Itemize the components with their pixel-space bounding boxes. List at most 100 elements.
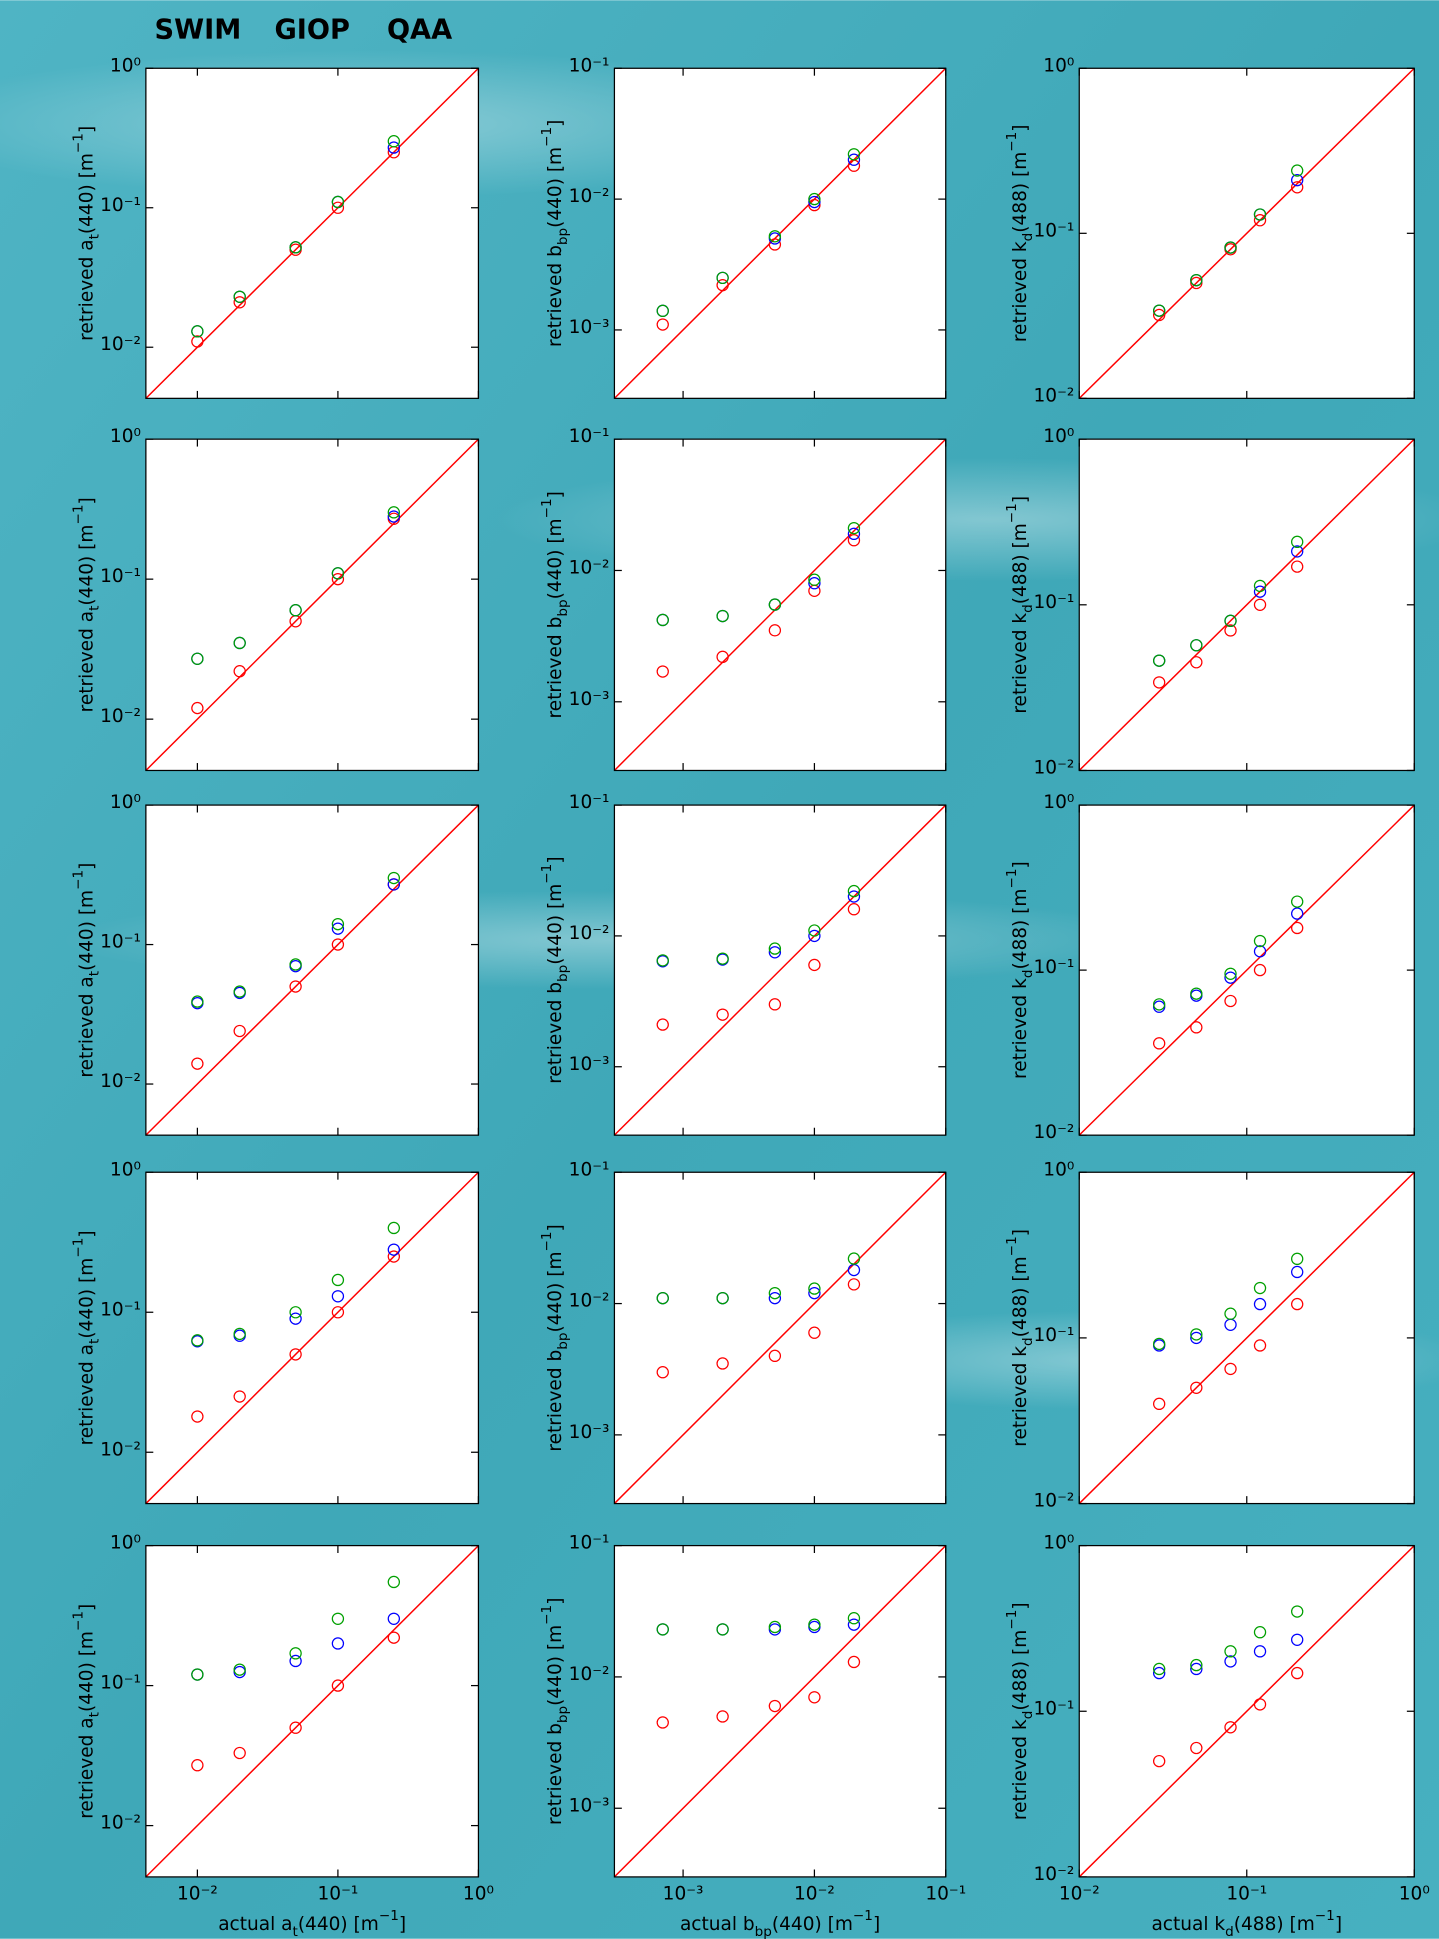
plot-frame	[145, 67, 480, 399]
data-point	[847, 1618, 861, 1631]
data-point	[768, 624, 782, 637]
data-point	[331, 938, 345, 951]
panel: 10⁻³ 10⁻² 10⁻¹	[569, 1159, 947, 1505]
data-point	[387, 878, 401, 891]
data-point	[716, 1291, 729, 1305]
label-part: retrieved a	[76, 1344, 97, 1445]
x-axis-label: actual kd(488) [m−1]	[1151, 1908, 1342, 1939]
x-axis-label: actual at(440) [m−1]	[218, 1908, 406, 1939]
label-part: −1	[1004, 132, 1020, 152]
identity-line	[145, 67, 479, 399]
label-part: d	[1020, 970, 1036, 979]
data-point	[1224, 1645, 1237, 1658]
label-part: (440) [m	[545, 147, 566, 228]
label-part: ]	[76, 863, 97, 870]
data-point	[289, 1312, 302, 1325]
label-part: retrieved k	[1009, 613, 1030, 714]
data-point	[1224, 1362, 1237, 1376]
data-point	[1253, 1297, 1267, 1311]
data-point	[768, 598, 782, 611]
x-tick-label: 10⁻²	[177, 1884, 218, 1905]
label-part: −1	[539, 1605, 555, 1625]
y-tick-label: 10⁻¹	[1034, 1325, 1075, 1346]
data-point	[847, 884, 861, 898]
data-point	[656, 1623, 669, 1636]
label-part: −1	[539, 127, 555, 147]
x-axis-label: actual bbp(440) [m−1]	[680, 1908, 880, 1939]
data-point	[656, 304, 669, 318]
data-point	[289, 1721, 302, 1734]
data-point	[656, 1716, 669, 1729]
y-tick-label: 10⁻¹	[569, 426, 610, 447]
y-tick-label: 10⁻¹	[100, 932, 141, 953]
data-point	[1190, 639, 1203, 652]
label-part: ]	[76, 497, 97, 504]
y-axis-label: retrieved kd(488) [m−1]	[1004, 496, 1036, 714]
data-point	[847, 148, 861, 161]
y-tick-label: 10⁻¹	[1034, 957, 1075, 978]
data-point	[289, 958, 302, 971]
data-point	[847, 153, 861, 166]
label-part: −1	[379, 1908, 399, 1924]
data-point	[331, 572, 345, 586]
label-part: bp	[755, 1924, 772, 1939]
y-tick-label: 10⁻³	[569, 1422, 610, 1443]
label-part: (488) [m	[1009, 523, 1030, 604]
label-part: bp	[555, 1706, 571, 1723]
data-point	[1224, 994, 1237, 1008]
label-part: ]	[545, 1224, 566, 1231]
plot-frame	[1078, 1171, 1415, 1505]
plot-frame	[613, 438, 947, 772]
y-tick-label: 10⁻²	[100, 1071, 141, 1092]
data-point	[191, 1057, 204, 1070]
data-point	[1190, 1331, 1203, 1345]
data-point	[808, 1326, 821, 1339]
data-point	[716, 952, 729, 965]
label-part: d	[1020, 233, 1036, 242]
label-part: −1	[853, 1908, 873, 1924]
data-point	[1224, 967, 1237, 980]
y-tick-label: 10⁻²	[569, 1291, 610, 1312]
data-point	[233, 290, 246, 303]
panel: 10⁻² 10⁻¹ 10⁰	[1034, 55, 1415, 406]
label-part: t	[87, 971, 103, 976]
data-point	[1291, 545, 1304, 558]
data-point	[716, 1008, 729, 1021]
label-part: (488) [m	[1009, 152, 1030, 233]
y-axis-label: retrieved at(440) [m−1]	[71, 126, 103, 341]
y-axis-label: retrieved bbp(440) [m−1]	[539, 491, 571, 718]
label-part: (440) [m	[545, 518, 566, 599]
label-part: ]	[1335, 1913, 1342, 1934]
identity-line	[145, 1171, 479, 1505]
panel: 10⁻² 10⁻¹ 10⁰	[1034, 426, 1415, 778]
data-point	[716, 271, 729, 285]
label-part: −1	[1315, 1908, 1335, 1924]
legend-entry: SWIM	[155, 15, 242, 46]
label-part: ]	[545, 856, 566, 863]
identity-line	[1078, 438, 1415, 771]
data-point	[768, 1286, 782, 1300]
y-tick-label: 10⁻¹	[1034, 592, 1075, 613]
identity-line	[613, 804, 947, 1136]
label-part: −1	[1004, 868, 1020, 888]
panel: 10⁻² 10⁻¹ 10⁰ 10⁻² 10⁻¹ 10⁰	[100, 1533, 494, 1905]
data-point	[768, 1620, 782, 1634]
label-part: (488) [m	[1009, 1256, 1030, 1337]
data-point	[387, 1575, 401, 1589]
data-point	[1291, 164, 1304, 177]
data-point	[1253, 585, 1267, 598]
data-point	[387, 871, 401, 885]
label-part: (440) [m	[76, 1258, 97, 1339]
data-point	[1291, 173, 1304, 187]
data-point	[1291, 1297, 1304, 1311]
data-point	[1291, 1265, 1304, 1279]
y-tick-label: 10⁻³	[569, 689, 610, 710]
data-point	[768, 230, 782, 243]
data-point	[1190, 1328, 1203, 1341]
label-part: −1	[71, 1611, 87, 1631]
data-point	[289, 1654, 302, 1668]
x-tick-label: 10⁰	[463, 1884, 494, 1905]
data-point	[387, 510, 401, 523]
y-tick-label: 10⁻²	[100, 706, 141, 727]
